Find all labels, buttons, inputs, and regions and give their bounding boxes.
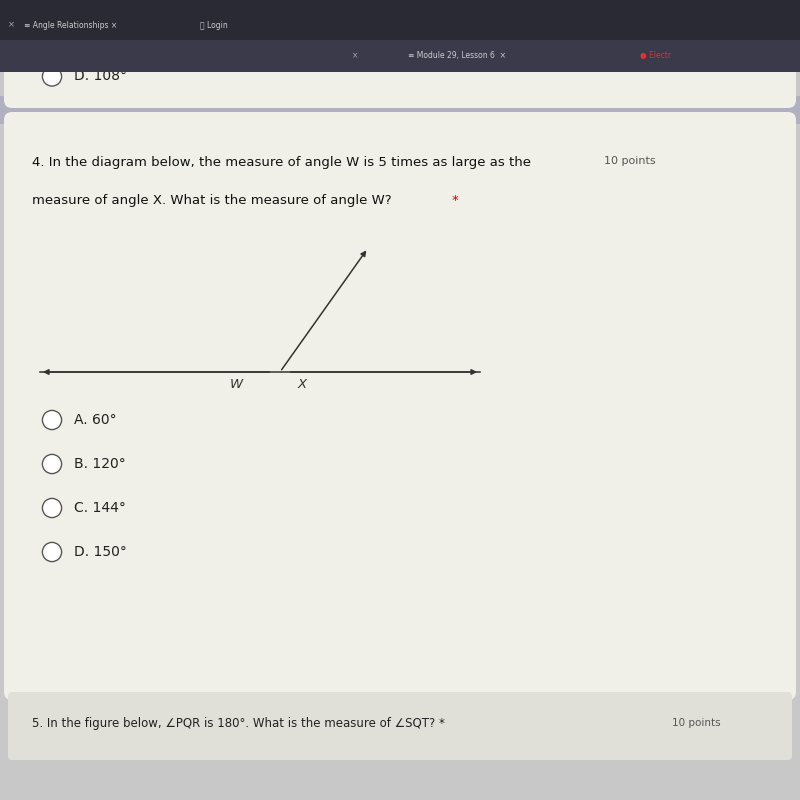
FancyBboxPatch shape	[8, 692, 792, 760]
Text: A. 60°: A. 60°	[74, 413, 116, 427]
Text: 5. In the figure below, ∠PQR is 180°. What is the measure of ∠SQT? *: 5. In the figure below, ∠PQR is 180°. Wh…	[32, 717, 445, 730]
FancyBboxPatch shape	[4, 112, 796, 700]
Text: ● Electr: ● Electr	[640, 51, 671, 60]
FancyBboxPatch shape	[4, 8, 796, 108]
Circle shape	[42, 498, 62, 518]
Circle shape	[42, 542, 62, 562]
FancyBboxPatch shape	[0, 0, 800, 72]
Text: B. 120°: B. 120°	[74, 457, 126, 471]
Text: *: *	[452, 194, 458, 207]
Text: ≡ Module 29, Lesson 6  ×: ≡ Module 29, Lesson 6 ×	[408, 51, 506, 60]
Text: W: W	[230, 378, 242, 391]
Text: C. 144°: C. 144°	[74, 501, 126, 515]
Text: ×: ×	[352, 51, 358, 60]
Text: ×: ×	[8, 21, 15, 30]
Circle shape	[42, 67, 62, 86]
Text: 4. In the diagram below, the measure of angle W is 5 times as large as the: 4. In the diagram below, the measure of …	[32, 156, 531, 169]
Text: C. 72°: C. 72°	[74, 32, 117, 46]
Text: 10 points: 10 points	[672, 718, 721, 728]
Text: D. 108°: D. 108°	[74, 70, 126, 83]
Circle shape	[42, 29, 62, 48]
Circle shape	[42, 410, 62, 430]
Text: 🔒 Login: 🔒 Login	[200, 21, 228, 30]
Circle shape	[42, 454, 62, 474]
Text: X: X	[298, 378, 307, 391]
Text: 10 points: 10 points	[604, 156, 656, 166]
Text: ≡ Angle Relationships ×: ≡ Angle Relationships ×	[24, 21, 118, 30]
Text: measure of angle X. What is the measure of angle W?: measure of angle X. What is the measure …	[32, 194, 396, 207]
Bar	[0, 96, 800, 124]
Text: D. 150°: D. 150°	[74, 545, 126, 559]
FancyBboxPatch shape	[0, 39, 800, 72]
